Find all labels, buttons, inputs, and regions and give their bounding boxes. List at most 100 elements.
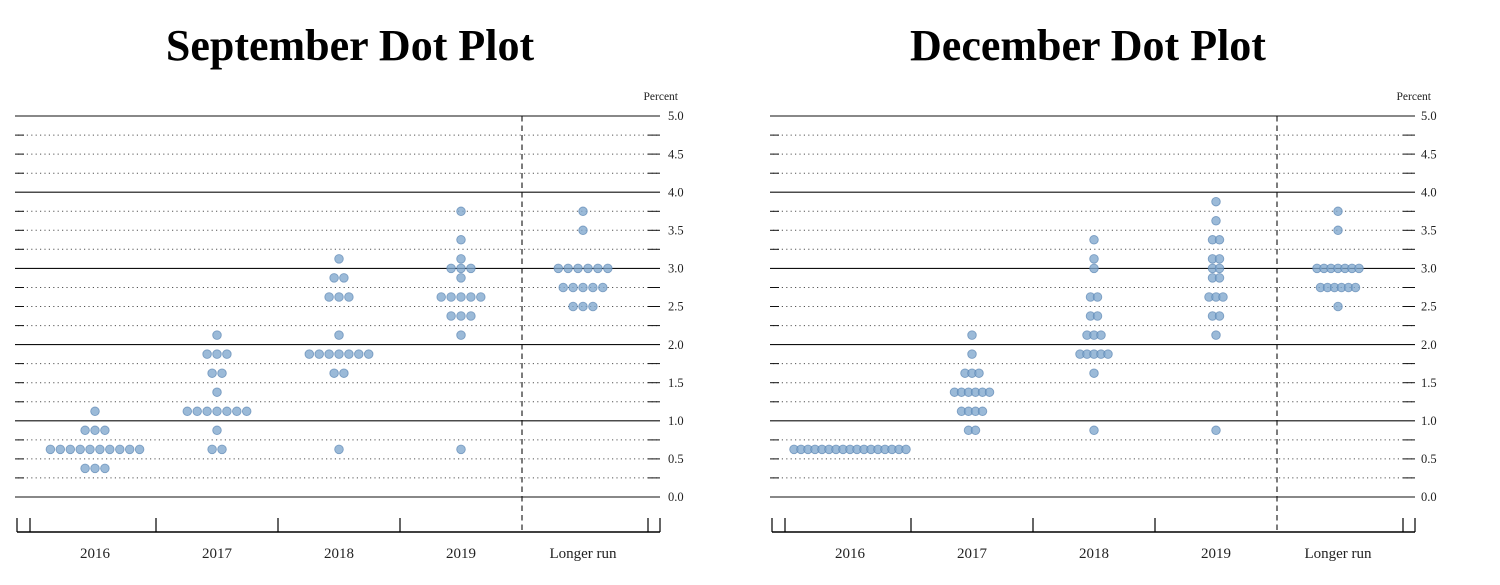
dot [75,444,85,455]
dot [1214,263,1225,274]
dot [583,263,593,274]
dot [329,273,339,283]
dot [339,368,349,378]
y-axis-label: 3.5 [668,224,684,238]
dot [90,463,100,474]
dot [344,349,354,359]
dot [232,406,242,417]
y-axis-label: 1.5 [668,376,684,390]
dot [1350,282,1361,293]
dot [456,444,466,455]
dot [568,282,578,293]
dot [1092,292,1103,302]
dot [1089,254,1099,264]
dot [456,292,466,302]
y-axis-label: 0.0 [668,490,684,504]
dot [456,273,466,283]
dot [363,349,374,359]
dot [354,349,364,359]
dot [1211,330,1221,340]
dot [241,406,252,417]
december-chart-title: December Dot Plot [910,21,1266,70]
dot [456,254,466,264]
dot [304,349,315,359]
y-axis-unit-label: Percent [644,91,679,103]
y-axis-label: 0.5 [668,452,684,466]
dot [80,463,90,474]
dot [598,282,608,293]
dot [553,263,564,274]
dot [80,425,90,436]
dot [207,368,217,378]
dot [334,444,344,455]
gridlines [770,115,1415,498]
y-axis-label: 4.5 [668,147,684,161]
dot [314,349,324,359]
y-axis-unit-label: Percent [1397,91,1432,103]
dot [1214,273,1225,283]
dot [578,206,588,217]
dot [105,444,115,455]
dot [1211,425,1221,436]
x-axis-label-longer-run: Longer run [1304,546,1372,562]
dot [100,463,110,474]
dot [456,263,466,274]
y-axis-label: 3.0 [1421,262,1437,276]
dot [476,292,486,302]
dot [124,444,135,455]
dot [1089,425,1099,436]
dot [334,292,344,302]
dot [85,444,95,455]
dot [115,444,125,455]
dot [1354,263,1364,274]
gridlines [15,115,660,498]
y-axis-label: 0.5 [1421,452,1437,466]
dot [55,444,66,455]
dot [1333,301,1343,312]
y-axis-label: 2.0 [1421,338,1437,352]
x-axis: 2016 2017 2018 2019 Longer run [771,518,1416,562]
dot [339,273,349,283]
x-axis-label-2016: 2016 [835,546,866,562]
x-axis-label-longer-run: Longer run [549,546,617,562]
y-axis-label: 2.5 [668,300,684,314]
dot [202,349,212,359]
dot [334,330,344,340]
dot [212,349,222,359]
dot [324,349,334,359]
dot [344,292,354,302]
y-axis-label: 3.5 [1421,224,1437,238]
y-axis-label: 5.0 [1421,109,1437,123]
dot [967,330,977,340]
dot [603,263,613,274]
dot [1092,311,1103,321]
dot [1214,311,1225,321]
dot [1333,225,1343,236]
dot [977,406,988,417]
dot [588,282,598,293]
december-dot-plot: 5.0 4.5 4.0 3.5 3.0 2.5 2.0 1.5 1.0 0.5 0.0 Percent… [770,91,1437,562]
y-axis-labels: 5.0 4.5 4.0 3.5 3.0 2.5 2.0 1.5 1.0 0.5 0.0 [668,109,684,504]
dot [558,282,568,293]
dot [1103,349,1113,359]
y-axis-label: 0.0 [1421,490,1437,504]
x-axis-label-2018: 2018 [1079,546,1109,562]
dot [212,387,222,397]
dot [134,444,145,455]
dot [970,425,981,436]
y-axis-label: 2.0 [668,338,684,352]
dot [446,292,456,302]
dot [1211,196,1221,207]
september-chart-title: September Dot Plot [166,21,535,70]
y-axis-label: 2.5 [1421,300,1437,314]
dot [466,263,476,274]
dot [1333,206,1343,217]
dot [1089,263,1099,274]
dot [573,263,583,274]
dot [456,235,466,245]
dot [90,406,100,417]
dot [100,425,110,436]
dot [974,368,984,378]
dot [329,368,339,378]
